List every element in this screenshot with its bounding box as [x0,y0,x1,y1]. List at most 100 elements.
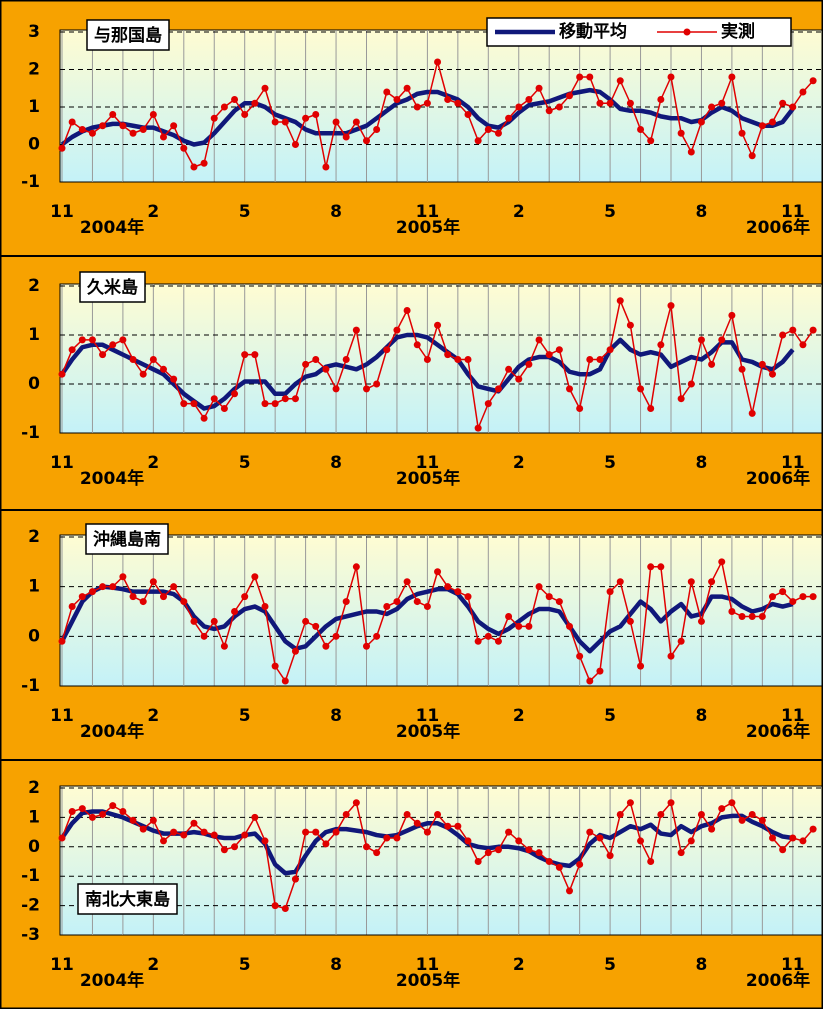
data-point [769,118,776,126]
data-point [616,297,624,305]
x-tick-label: 8 [330,706,342,726]
data-point [464,593,472,601]
data-point [657,563,665,571]
data-point [88,336,96,344]
year-label: 2006年 [746,468,810,489]
data-point [697,810,705,818]
data-point [190,163,198,171]
data-point [139,370,147,378]
data-point [403,810,411,818]
data-point [566,385,573,393]
data-point [535,336,543,344]
data-point [210,617,218,625]
data-point [667,652,675,660]
data-point [515,375,523,383]
data-point [342,356,350,363]
data-point [728,799,736,807]
data-point [99,122,107,130]
data-point [566,887,573,895]
data-point [616,77,624,85]
data-point [606,99,614,107]
data-point [363,642,370,650]
title-box [79,271,146,303]
data-point [332,632,340,640]
data-point [637,837,645,845]
data-point [312,111,320,118]
data-point [758,612,766,620]
data-point [718,336,726,344]
data-point [708,578,716,586]
data-point [789,834,797,842]
data-point [434,58,442,66]
data-point [626,321,634,329]
data-point [373,632,381,640]
data-point [109,802,117,810]
data-point [474,424,482,432]
data-point [403,578,411,586]
data-point [505,365,513,373]
data-point [434,321,442,329]
data-point [312,828,320,836]
legend-dot [683,28,691,36]
x-tick-label: 11 [416,955,440,975]
data-point [160,837,167,845]
data-point [728,311,736,319]
data-point [758,360,766,368]
data-point [444,583,452,591]
data-point [68,346,76,354]
data-point [677,637,685,645]
data-point [342,598,350,606]
data-point [474,637,482,645]
data-point [342,133,350,141]
data-point [68,118,76,126]
x-tick-label: 8 [696,202,708,222]
data-point [363,843,370,851]
data-point [352,326,360,334]
data-point [241,351,249,359]
data-point [373,849,381,857]
data-point [474,137,482,145]
x-tick-label: 8 [696,706,708,726]
x-tick-label: 11 [416,202,440,222]
data-point [413,103,421,111]
x-tick-label: 8 [330,453,342,473]
data-point [312,622,320,630]
data-point [494,637,502,645]
data-point [281,395,289,403]
data-point [291,141,299,148]
x-tick-label: 2 [513,202,525,222]
data-point [423,603,431,611]
data-point [748,409,756,417]
data-point [789,326,797,334]
data-point [220,103,228,111]
year-label: 2006年 [746,217,810,238]
data-point [647,563,655,571]
y-tick-label: 1 [28,325,40,345]
data-point [180,598,188,606]
data-point [626,799,634,807]
data-point [180,144,188,152]
data-point [515,837,523,845]
data-point [566,92,573,100]
data-point [58,144,66,152]
x-tick-label: 11 [781,706,805,726]
data-point [697,118,705,126]
data-point [423,99,431,107]
data-point [302,114,310,122]
x-tick-label: 5 [239,202,251,222]
y-tick-label: 2 [28,276,40,296]
data-point [769,834,776,842]
data-point [799,593,807,601]
data-point [271,662,279,670]
data-point [535,849,543,857]
data-point [484,126,492,133]
data-point [687,837,695,845]
year-label: 2005年 [396,468,460,489]
data-point [332,118,340,126]
data-point [677,849,685,857]
x-tick-label: 5 [604,453,616,473]
year-label: 2005年 [396,970,460,991]
data-point [423,828,431,836]
x-tick-label: 8 [330,202,342,222]
data-point [149,356,157,363]
